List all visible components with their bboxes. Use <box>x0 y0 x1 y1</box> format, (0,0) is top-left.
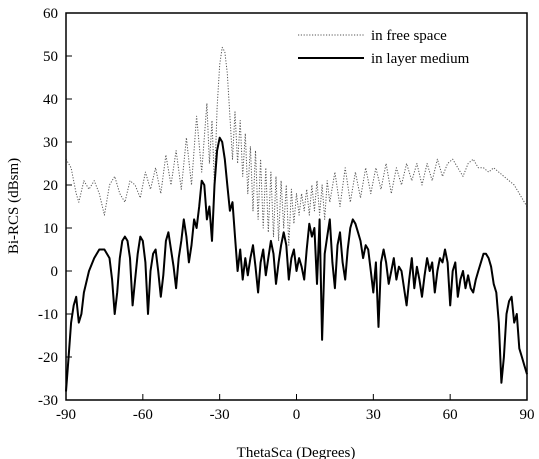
ticks-layer: -90 -60 -30 0 30 60 90 -30 -20 -10 0 10 20 30 40 50 60 <box>38 6 535 423</box>
x-tick-label: 30 <box>366 407 381 423</box>
x-tick-label: -30 <box>210 407 230 423</box>
legend-label-layer-medium: in layer medium <box>371 51 470 67</box>
y-tick-label: 30 <box>43 135 58 151</box>
y-tick-label: -10 <box>38 307 58 323</box>
y-tick-label: 10 <box>43 221 58 237</box>
legend-label-free-space: in free space <box>371 28 447 44</box>
x-tick-label: 90 <box>520 407 535 423</box>
series-line-0 <box>65 46 528 246</box>
y-tick-label: 0 <box>51 264 59 280</box>
y-axis-title: Bi-RCS (dBsm) <box>6 158 22 254</box>
x-tick-label: 0 <box>293 407 301 423</box>
y-tick-label: 50 <box>43 49 58 65</box>
legend: in free space in layer medium <box>298 28 470 67</box>
y-tick-label: -30 <box>38 393 58 409</box>
x-tick-label: -60 <box>133 407 153 423</box>
y-tick-label: 20 <box>43 178 58 194</box>
plot-frame <box>65 12 528 401</box>
y-tick-label: -20 <box>38 350 58 366</box>
y-tick-label: 40 <box>43 92 58 108</box>
series-layer <box>65 46 528 392</box>
x-axis-title: ThetaSca (Degrees) <box>237 445 356 459</box>
x-tick-label: -90 <box>56 407 76 423</box>
series-line-1 <box>65 136 528 392</box>
y-tick-label: 60 <box>43 6 58 22</box>
x-tick-label: 60 <box>443 407 458 423</box>
